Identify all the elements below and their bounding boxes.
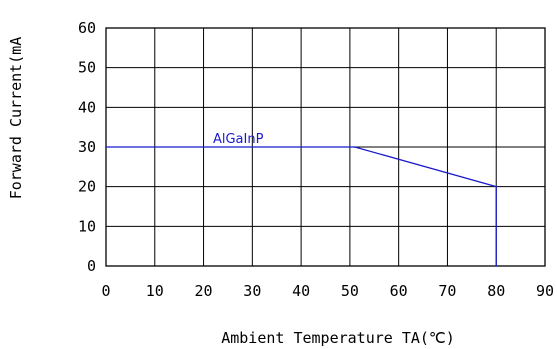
x-tick-label: 40 — [292, 282, 310, 300]
series-point — [353, 146, 356, 148]
x-tick-label: 80 — [487, 282, 505, 300]
x-axis-title: Ambient Temperature TA(℃) — [221, 329, 455, 347]
x-tick-label: 30 — [243, 282, 261, 300]
x-tick-label: 0 — [101, 282, 110, 300]
y-tick-label: 0 — [87, 257, 96, 275]
series-label: AlGaInP — [213, 132, 264, 147]
x-tick-label: 70 — [438, 282, 456, 300]
grid — [105, 27, 546, 267]
x-tick-label: 10 — [146, 282, 164, 300]
x-tick-label: 20 — [195, 282, 213, 300]
series-line — [106, 146, 497, 266]
series-point — [495, 185, 498, 188]
y-tick-label: 10 — [78, 217, 96, 235]
x-tick-label: 90 — [536, 282, 554, 300]
y-tick-label: 60 — [78, 19, 96, 37]
series-layer: AlGaInP — [105, 132, 498, 267]
y-tick-label: 40 — [78, 98, 96, 116]
tick-labels: 0 10 20 30 40 50 60 70 80 90 0 10 20 30 40 50 60 — [78, 19, 554, 300]
x-tick-label: 50 — [341, 282, 359, 300]
series-point — [105, 146, 107, 148]
y-tick-label: 20 — [78, 178, 96, 196]
y-axis-title: Forward Current(mA — [7, 37, 25, 200]
y-tick-label: 30 — [78, 138, 96, 156]
series-point — [495, 265, 498, 267]
x-tick-label: 60 — [390, 282, 408, 300]
y-tick-label: 50 — [78, 59, 96, 77]
